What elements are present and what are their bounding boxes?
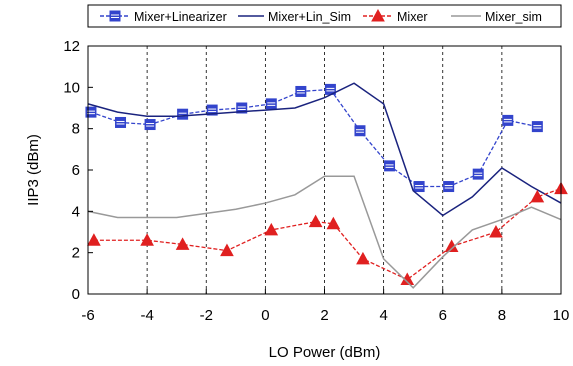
y-axis-title: IIP3 (dBm) xyxy=(25,134,42,206)
data-point-square xyxy=(295,85,307,97)
data-point-square xyxy=(236,102,248,114)
y-tick-label: 2 xyxy=(72,245,80,262)
data-point-square xyxy=(472,168,484,180)
data-point-square xyxy=(206,104,218,116)
series-mixer-linearizer xyxy=(85,83,543,193)
x-tick-label: 10 xyxy=(553,307,570,324)
series-mixer-lin-sim xyxy=(87,82,562,217)
x-tick-label: 0 xyxy=(261,307,269,324)
data-point-square xyxy=(265,98,277,110)
data-point-square xyxy=(443,181,455,193)
series-line xyxy=(87,82,562,217)
legend-item: Mixer xyxy=(363,8,428,24)
data-point-triangle xyxy=(175,237,190,250)
legend-box xyxy=(87,4,562,28)
data-point-triangle xyxy=(220,243,234,257)
data-point-triangle xyxy=(264,222,279,236)
x-tick-label: 8 xyxy=(498,307,506,324)
data-point-triangle xyxy=(356,251,370,265)
legend-label: Mixer xyxy=(397,10,428,24)
x-tick-label: 4 xyxy=(379,307,387,324)
data-point-square xyxy=(115,116,127,128)
legend-marker xyxy=(109,10,121,22)
x-tick-label: -4 xyxy=(140,307,153,324)
y-tick-label: 0 xyxy=(72,286,80,303)
y-tick-label: 4 xyxy=(72,203,80,220)
series-line xyxy=(90,88,538,188)
x-tick-label: -6 xyxy=(81,307,94,324)
data-point-triangle xyxy=(308,214,323,228)
axes: -6 -4 -2 0 2 4 6 8 10 0 2 4 6 8 10 12 xyxy=(63,38,569,324)
y-tick-label: 8 xyxy=(72,121,80,138)
legend-item: Mixer+Lin_Sim xyxy=(238,10,351,24)
legend-item: Mixer_sim xyxy=(451,10,542,24)
series-mixer-sim xyxy=(87,175,562,289)
data-point-triangle xyxy=(530,189,545,203)
data-point-square xyxy=(502,114,514,126)
data-point-square xyxy=(531,121,543,133)
y-tick-label: 10 xyxy=(63,79,80,96)
series-mixer xyxy=(87,181,568,286)
legend-label: Mixer+Linearizer xyxy=(134,10,227,24)
series-line xyxy=(87,175,562,289)
y-tick-label: 12 xyxy=(63,38,80,55)
data-point-triangle xyxy=(140,233,154,246)
legend-label: Mixer+Lin_Sim xyxy=(268,10,351,24)
data-point-square xyxy=(354,125,366,137)
series-group xyxy=(85,82,568,289)
x-tick-label: 2 xyxy=(320,307,328,324)
data-point-square xyxy=(413,181,425,193)
legend-item: Mixer+Linearizer xyxy=(100,10,227,24)
legend-marker xyxy=(371,8,385,22)
data-point-square xyxy=(144,119,156,131)
data-point-square xyxy=(177,108,189,120)
legend: Mixer+Linearizer Mixer+Lin_Sim Mixer Mixer_… xyxy=(87,4,562,28)
x-tick-label: 6 xyxy=(439,307,447,324)
data-point-triangle xyxy=(326,216,341,230)
x-tick-label: -2 xyxy=(200,307,213,324)
data-point-square xyxy=(384,160,396,172)
data-point-triangle xyxy=(489,224,503,238)
legend-label: Mixer_sim xyxy=(485,10,542,24)
y-tick-label: 6 xyxy=(72,162,80,179)
data-point-square xyxy=(85,106,97,118)
data-point-triangle xyxy=(87,233,101,246)
x-axis-title: LO Power (dBm) xyxy=(269,344,381,361)
